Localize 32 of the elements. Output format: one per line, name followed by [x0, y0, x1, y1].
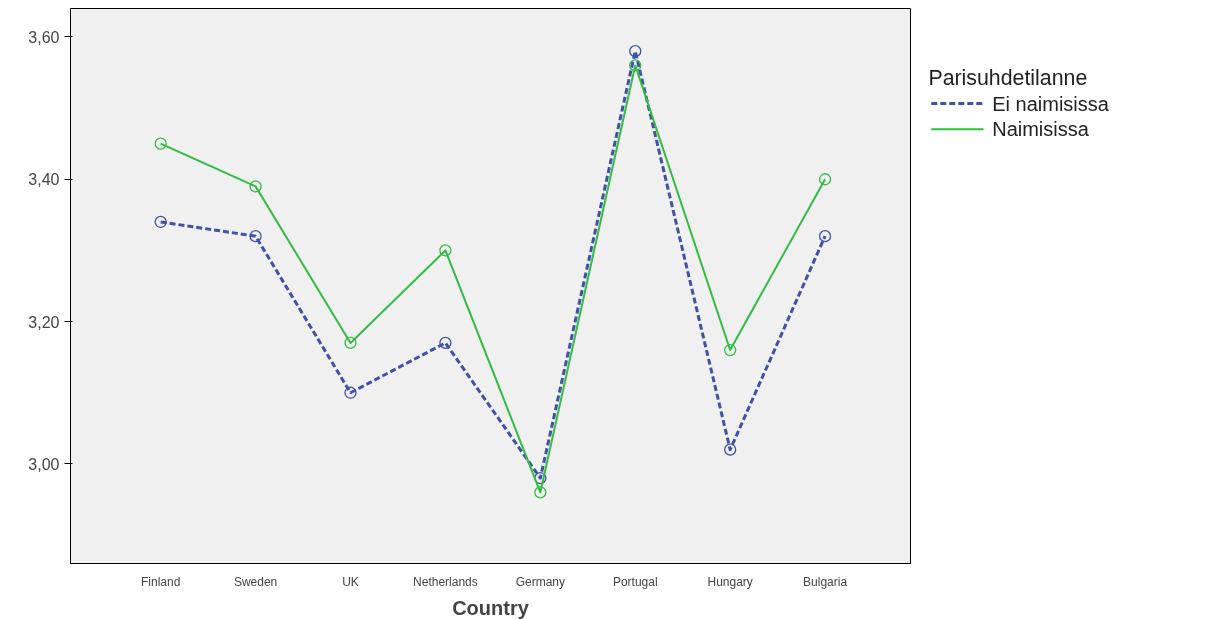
- x-tick-label: Netherlands: [413, 574, 478, 589]
- point: [724, 443, 737, 456]
- point: [818, 173, 832, 186]
- point: [344, 386, 357, 399]
- x-tick-label: Finland: [140, 574, 181, 589]
- x-tick-label: Germany: [515, 574, 566, 589]
- legend-label: Naimisissa: [992, 118, 1090, 141]
- y-tick-label: 3,60: [28, 28, 60, 46]
- legend-title: Parisuhdetilanne: [928, 65, 1088, 90]
- point: [629, 45, 642, 58]
- x-tick-label: Portugal: [612, 574, 658, 589]
- y-tick-label: 3,00: [28, 455, 60, 473]
- y-tick-label: 3,20: [28, 313, 60, 331]
- point: [154, 137, 167, 150]
- point: [724, 343, 737, 357]
- x-tick-label: Hungary: [707, 574, 753, 589]
- legend-label: Ei naimisissa: [992, 92, 1110, 115]
- x-tick-label: Bulgaria: [803, 574, 848, 589]
- point: [154, 215, 167, 229]
- x-tick-label: UK: [342, 574, 359, 589]
- point: [344, 336, 357, 350]
- y-tick-label: 3,40: [28, 171, 60, 189]
- point: [818, 230, 832, 243]
- point: [534, 486, 547, 499]
- point: [249, 180, 262, 193]
- point: [439, 244, 452, 257]
- x-tick-label: Sweden: [233, 574, 278, 589]
- point: [249, 230, 262, 243]
- x-axis-title: Country: [452, 596, 530, 619]
- point: [534, 471, 547, 485]
- point: [629, 59, 642, 72]
- point: [439, 336, 452, 350]
